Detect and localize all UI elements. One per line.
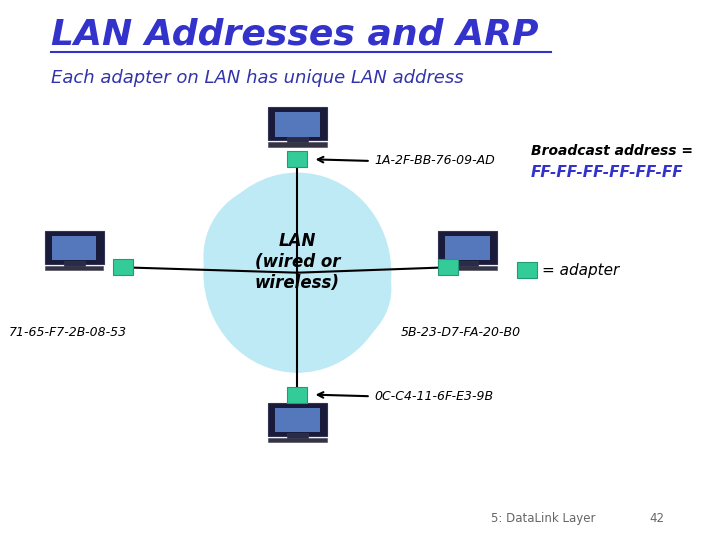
FancyBboxPatch shape: [456, 261, 478, 267]
FancyBboxPatch shape: [275, 112, 320, 137]
Ellipse shape: [211, 224, 330, 342]
Ellipse shape: [230, 221, 391, 356]
Text: LAN
(wired or
wireless): LAN (wired or wireless): [255, 232, 340, 292]
FancyBboxPatch shape: [438, 266, 497, 270]
FancyBboxPatch shape: [287, 151, 307, 167]
FancyBboxPatch shape: [63, 261, 85, 267]
Text: 5: DataLink Layer: 5: DataLink Layer: [490, 512, 595, 525]
FancyBboxPatch shape: [45, 266, 104, 270]
FancyBboxPatch shape: [268, 142, 327, 147]
FancyBboxPatch shape: [45, 231, 104, 264]
Text: = adapter: = adapter: [542, 262, 619, 278]
FancyBboxPatch shape: [445, 236, 490, 260]
FancyBboxPatch shape: [113, 259, 132, 275]
FancyBboxPatch shape: [275, 408, 320, 432]
Text: 1A-2F-BB-76-09-AD: 1A-2F-BB-76-09-AD: [374, 154, 495, 167]
Ellipse shape: [204, 184, 351, 329]
Text: Broadcast address =: Broadcast address =: [531, 144, 693, 158]
Text: 71-65-F7-2B-08-53: 71-65-F7-2B-08-53: [9, 326, 127, 340]
Text: 42: 42: [649, 512, 664, 525]
Text: Each adapter on LAN has unique LAN address: Each adapter on LAN has unique LAN addre…: [51, 69, 464, 86]
Text: 5B-23-D7-FA-20-B0: 5B-23-D7-FA-20-B0: [400, 326, 521, 340]
FancyBboxPatch shape: [287, 387, 307, 403]
Text: 0C-C4-11-6F-E3-9B: 0C-C4-11-6F-E3-9B: [374, 390, 493, 403]
Ellipse shape: [204, 173, 391, 372]
Text: FF-FF-FF-FF-FF-FF: FF-FF-FF-FF-FF-FF: [531, 165, 683, 180]
FancyBboxPatch shape: [287, 137, 308, 144]
FancyBboxPatch shape: [438, 231, 497, 264]
FancyBboxPatch shape: [287, 433, 308, 439]
FancyBboxPatch shape: [268, 403, 327, 436]
FancyBboxPatch shape: [268, 437, 327, 442]
Text: LAN Addresses and ARP: LAN Addresses and ARP: [51, 17, 539, 51]
FancyBboxPatch shape: [52, 236, 96, 260]
FancyBboxPatch shape: [268, 107, 327, 140]
FancyBboxPatch shape: [438, 259, 458, 275]
FancyBboxPatch shape: [517, 262, 537, 278]
